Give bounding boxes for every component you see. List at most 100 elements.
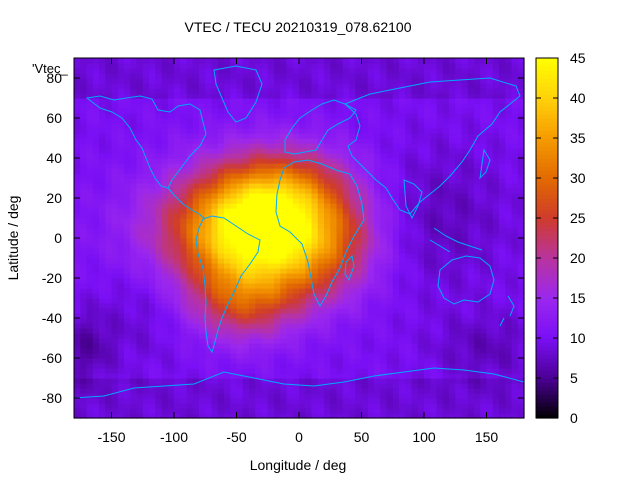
heatmap-cell — [492, 413, 500, 419]
heatmap-cell — [405, 213, 413, 219]
heatmap-cell — [392, 303, 400, 309]
heatmap-cell — [374, 378, 381, 384]
heatmap-cell — [149, 183, 156, 189]
heatmap-cell — [392, 288, 400, 294]
heatmap-cell — [442, 358, 450, 364]
heatmap-cell — [167, 388, 175, 394]
heatmap-cell — [205, 368, 213, 374]
heatmap-cell — [430, 298, 438, 304]
heatmap-cell — [117, 413, 125, 419]
heatmap-cell — [92, 328, 100, 334]
heatmap-cell — [411, 298, 419, 304]
heatmap-cell — [430, 83, 438, 89]
heatmap-cell — [324, 233, 331, 239]
heatmap-cell — [161, 228, 169, 234]
heatmap-cell — [374, 288, 381, 294]
heatmap-cell — [142, 83, 150, 89]
heatmap-cell — [467, 203, 475, 209]
heatmap-cell — [192, 83, 200, 89]
heatmap-cell — [167, 368, 175, 374]
heatmap-cell — [205, 403, 213, 409]
heatmap-cell — [86, 388, 94, 394]
heatmap-cell — [255, 333, 263, 339]
heatmap-cell — [480, 358, 488, 364]
heatmap-cell — [249, 393, 256, 399]
heatmap-cell — [380, 318, 388, 324]
heatmap-cell — [174, 243, 181, 249]
heatmap-cell — [274, 283, 281, 289]
heatmap-cell — [161, 88, 169, 94]
heatmap-cell — [155, 118, 163, 124]
heatmap-cell — [405, 193, 413, 199]
heatmap-cell — [86, 113, 94, 119]
heatmap-cell — [224, 128, 231, 134]
heatmap-cell — [405, 343, 413, 349]
heatmap-cell — [199, 403, 206, 409]
heatmap-cell — [411, 183, 419, 189]
heatmap-cell — [424, 413, 431, 419]
heatmap-cell — [355, 298, 363, 304]
heatmap-cell — [192, 378, 200, 384]
heatmap-cell — [124, 343, 131, 349]
heatmap-cell — [299, 353, 306, 359]
heatmap-cell — [105, 343, 113, 349]
heatmap-cell — [205, 103, 213, 109]
heatmap-cell — [417, 318, 425, 324]
heatmap-cell — [217, 313, 225, 319]
heatmap-cell — [124, 353, 131, 359]
heatmap-cell — [399, 298, 406, 304]
heatmap-cell — [130, 148, 138, 154]
heatmap-cell — [142, 368, 150, 374]
heatmap-cell — [149, 253, 156, 259]
heatmap-cell — [392, 238, 400, 244]
heatmap-cell — [305, 328, 313, 334]
heatmap-cell — [461, 93, 469, 99]
heatmap-cell — [280, 118, 288, 124]
heatmap-cell — [205, 93, 213, 99]
heatmap-cell — [455, 188, 463, 194]
heatmap-cell — [199, 183, 206, 189]
heatmap-cell — [161, 118, 169, 124]
heatmap-cell — [436, 273, 444, 279]
heatmap-cell — [180, 358, 188, 364]
heatmap-cell — [480, 348, 488, 354]
heatmap-cell — [130, 283, 138, 289]
heatmap-cell — [449, 178, 456, 184]
heatmap-cell — [242, 298, 250, 304]
heatmap-cell — [430, 363, 438, 369]
heatmap-cell — [149, 303, 156, 309]
heatmap-cell — [205, 233, 213, 239]
heatmap-cell — [342, 203, 350, 209]
heatmap-cell — [411, 338, 419, 344]
heatmap-cell — [342, 158, 350, 164]
heatmap-cell — [424, 233, 431, 239]
heatmap-cell — [399, 318, 406, 324]
heatmap-cell — [499, 93, 506, 99]
heatmap-cell — [161, 253, 169, 259]
heatmap-cell — [436, 413, 444, 419]
heatmap-cell — [374, 348, 381, 354]
heatmap-cell — [505, 178, 513, 184]
heatmap-cell — [342, 78, 350, 84]
heatmap-cell — [211, 208, 219, 214]
heatmap-cell — [455, 338, 463, 344]
heatmap-cell — [392, 193, 400, 199]
heatmap-cell — [155, 253, 163, 259]
heatmap-cell — [342, 228, 350, 234]
heatmap-cell — [399, 118, 406, 124]
heatmap-cell — [286, 313, 294, 319]
heatmap-cell — [417, 223, 425, 229]
heatmap-cell — [224, 243, 231, 249]
heatmap-cell — [324, 348, 331, 354]
heatmap-cell — [205, 313, 213, 319]
heatmap-cell — [224, 398, 231, 404]
heatmap-cell — [224, 148, 231, 154]
heatmap-cell — [517, 138, 525, 144]
heatmap-cell — [330, 398, 338, 404]
heatmap-cell — [92, 203, 100, 209]
heatmap-cell — [155, 73, 163, 79]
heatmap-cell — [399, 373, 406, 379]
heatmap-cell — [80, 208, 88, 214]
heatmap-cell — [224, 298, 231, 304]
heatmap-cell — [449, 263, 456, 269]
